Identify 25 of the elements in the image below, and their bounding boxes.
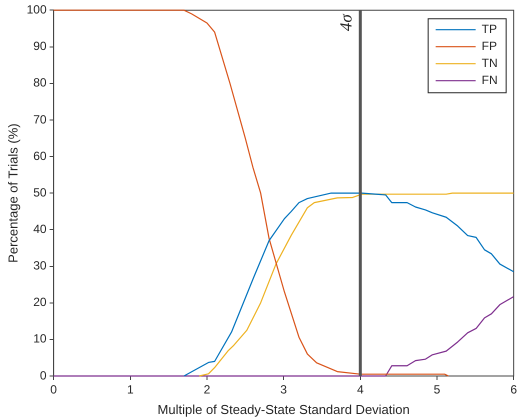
y-tick-label: 10	[33, 332, 47, 346]
legend-label: FP	[482, 39, 498, 54]
y-tick-label: 90	[33, 39, 47, 54]
y-tick-label: 70	[33, 112, 47, 126]
legend-label: TP	[482, 22, 498, 36]
y-tick-label: 20	[33, 295, 47, 310]
x-axis-title: Multiple of Steady-State Standard Deviation	[158, 402, 410, 417]
x-tick-label: 0	[50, 382, 58, 397]
y-tick-label: 40	[33, 222, 47, 236]
x-tick-label: 5	[434, 382, 441, 397]
y-tick-label: 100	[26, 2, 47, 17]
ref-line-label: 4σ	[336, 14, 356, 32]
x-tick-label: 1	[126, 382, 134, 397]
x-tick-label: 3	[280, 382, 288, 397]
x-tick-label: 4	[356, 382, 364, 397]
y-tick-label: 30	[33, 258, 47, 273]
y-tick-label: 80	[33, 76, 47, 90]
y-tick-label: 50	[33, 185, 47, 200]
y-axis-title: Percentage of Trials (%)	[5, 123, 20, 263]
x-tick-label: 6	[510, 382, 518, 397]
y-tick-label: 60	[33, 148, 47, 163]
legend-label: TN	[482, 56, 498, 70]
x-tick-label: 2	[204, 382, 211, 397]
legend-label: FN	[482, 73, 498, 88]
y-tick-label: 0	[40, 368, 47, 382]
